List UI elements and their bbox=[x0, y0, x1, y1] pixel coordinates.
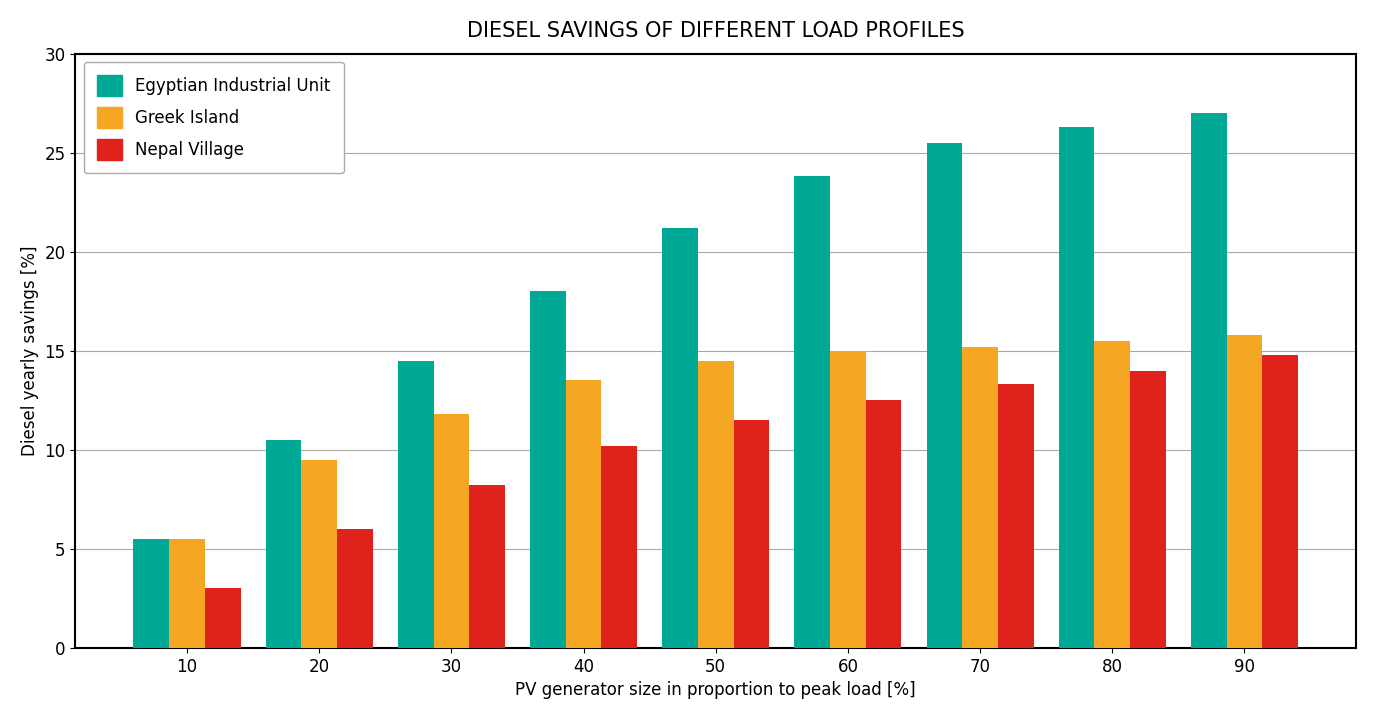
Bar bbox=[963, 347, 998, 648]
Bar bbox=[1095, 341, 1131, 648]
Bar bbox=[698, 361, 734, 648]
Bar bbox=[566, 380, 602, 648]
Bar bbox=[927, 143, 963, 648]
Bar bbox=[169, 539, 205, 648]
Bar bbox=[830, 351, 866, 648]
Bar bbox=[398, 361, 434, 648]
Bar bbox=[302, 459, 337, 648]
Y-axis label: Diesel yearly savings [%]: Diesel yearly savings [%] bbox=[21, 246, 39, 456]
Bar bbox=[337, 529, 373, 648]
Bar bbox=[434, 414, 470, 648]
Bar bbox=[205, 588, 241, 648]
Bar bbox=[1191, 113, 1227, 648]
Bar bbox=[998, 384, 1034, 648]
Bar bbox=[470, 485, 505, 648]
Bar bbox=[602, 446, 638, 648]
Bar bbox=[134, 539, 169, 648]
Bar bbox=[530, 292, 566, 648]
Bar bbox=[1263, 355, 1299, 648]
Legend: Egyptian Industrial Unit, Greek Island, Nepal Village: Egyptian Industrial Unit, Greek Island, … bbox=[84, 62, 344, 173]
Bar bbox=[266, 440, 302, 648]
X-axis label: PV generator size in proportion to peak load [%]: PV generator size in proportion to peak … bbox=[515, 681, 916, 699]
Title: DIESEL SAVINGS OF DIFFERENT LOAD PROFILES: DIESEL SAVINGS OF DIFFERENT LOAD PROFILE… bbox=[467, 21, 964, 41]
Bar bbox=[1131, 371, 1166, 648]
Bar bbox=[662, 228, 698, 648]
Bar bbox=[734, 420, 770, 648]
Bar bbox=[866, 400, 902, 648]
Bar bbox=[1059, 127, 1095, 648]
Bar bbox=[795, 176, 830, 648]
Bar bbox=[1227, 335, 1263, 648]
